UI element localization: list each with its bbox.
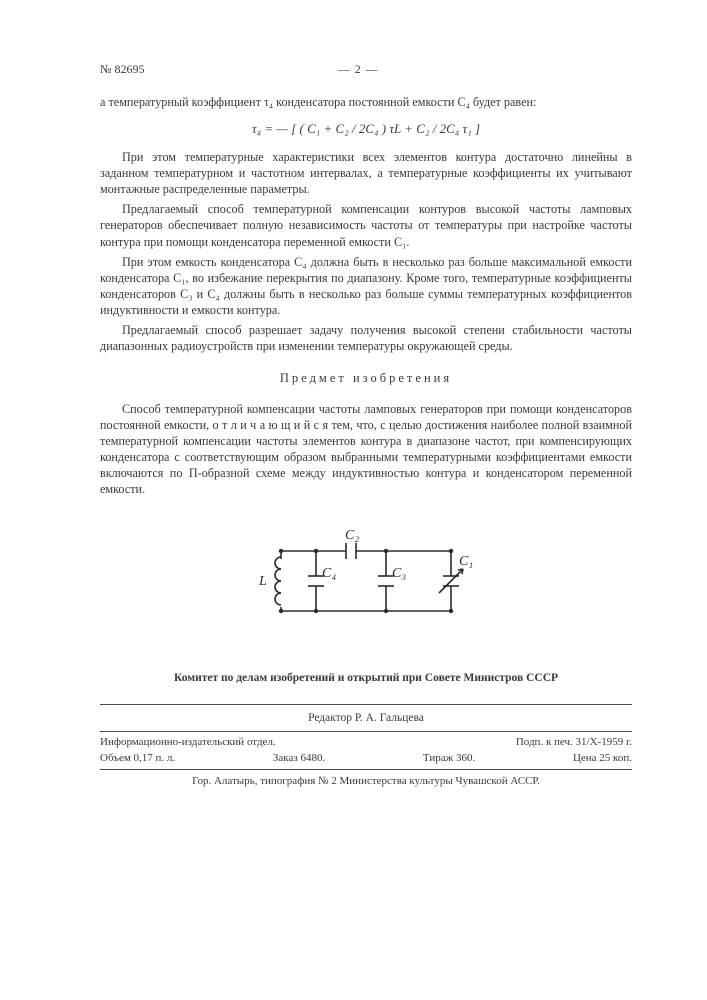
- footer-tirazh: Тираж 360.: [423, 751, 475, 766]
- committee-line: Комитет по делам изобретений и открытий …: [100, 671, 632, 686]
- claim-text: Способ температурной компенсации частоты…: [100, 401, 632, 498]
- circuit-diagram: L C₄ C₂ C₃ C₁: [251, 521, 481, 631]
- svg-text:C₂: C₂: [345, 528, 359, 543]
- page-root: № 82695 — 2 — а температурный коэффициен…: [0, 0, 707, 1000]
- footer-print-date: Подп. к печ. 31/X-1959 г.: [516, 735, 632, 750]
- svg-text:C₁: C₁: [459, 554, 473, 569]
- editor-line: Редактор Р. А. Гальцева: [100, 711, 632, 726]
- document-number: № 82695: [100, 62, 144, 78]
- page-number: — 2 —: [338, 62, 379, 78]
- paragraph-3: При этом емкость конденсатора C₄ должна …: [100, 254, 632, 318]
- footer-row-2: Объем 0,17 п. л. Заказ 6480. Тираж 360. …: [100, 750, 632, 767]
- formula: τ₄ = — [ ( C₁ + C₂ / 2C₄ ) τL + C₂ / 2C₄…: [100, 120, 632, 137]
- footer-dept: Информационно-издательский отдел.: [100, 735, 276, 750]
- page-header: № 82695 — 2 —: [100, 62, 632, 78]
- svg-text:C₄: C₄: [322, 566, 336, 581]
- footer-press: Гор. Алатырь, типография № 2 Министерств…: [100, 772, 632, 791]
- section-title: Предмет изобретения: [100, 370, 632, 387]
- divider-1: [100, 704, 632, 705]
- footer-price: Цена 25 коп.: [573, 751, 632, 766]
- svg-text:L: L: [258, 574, 267, 589]
- paragraph-1: При этом температурные характеристики вс…: [100, 149, 632, 197]
- paragraph-4: Предлагаемый способ разрешает задачу пол…: [100, 322, 632, 354]
- divider-2: [100, 731, 632, 732]
- divider-3: [100, 769, 632, 770]
- lead-in-text: а температурный коэффициент τ₄ конденсат…: [100, 94, 632, 110]
- footer-order: Заказ 6480.: [273, 751, 325, 766]
- footer-row-1: Информационно-издательский отдел. Подп. …: [100, 734, 632, 751]
- paragraph-2: Предлагаемый способ температурной компен…: [100, 201, 632, 249]
- svg-text:C₃: C₃: [392, 566, 406, 581]
- footer-volume: Объем 0,17 п. л.: [100, 751, 175, 766]
